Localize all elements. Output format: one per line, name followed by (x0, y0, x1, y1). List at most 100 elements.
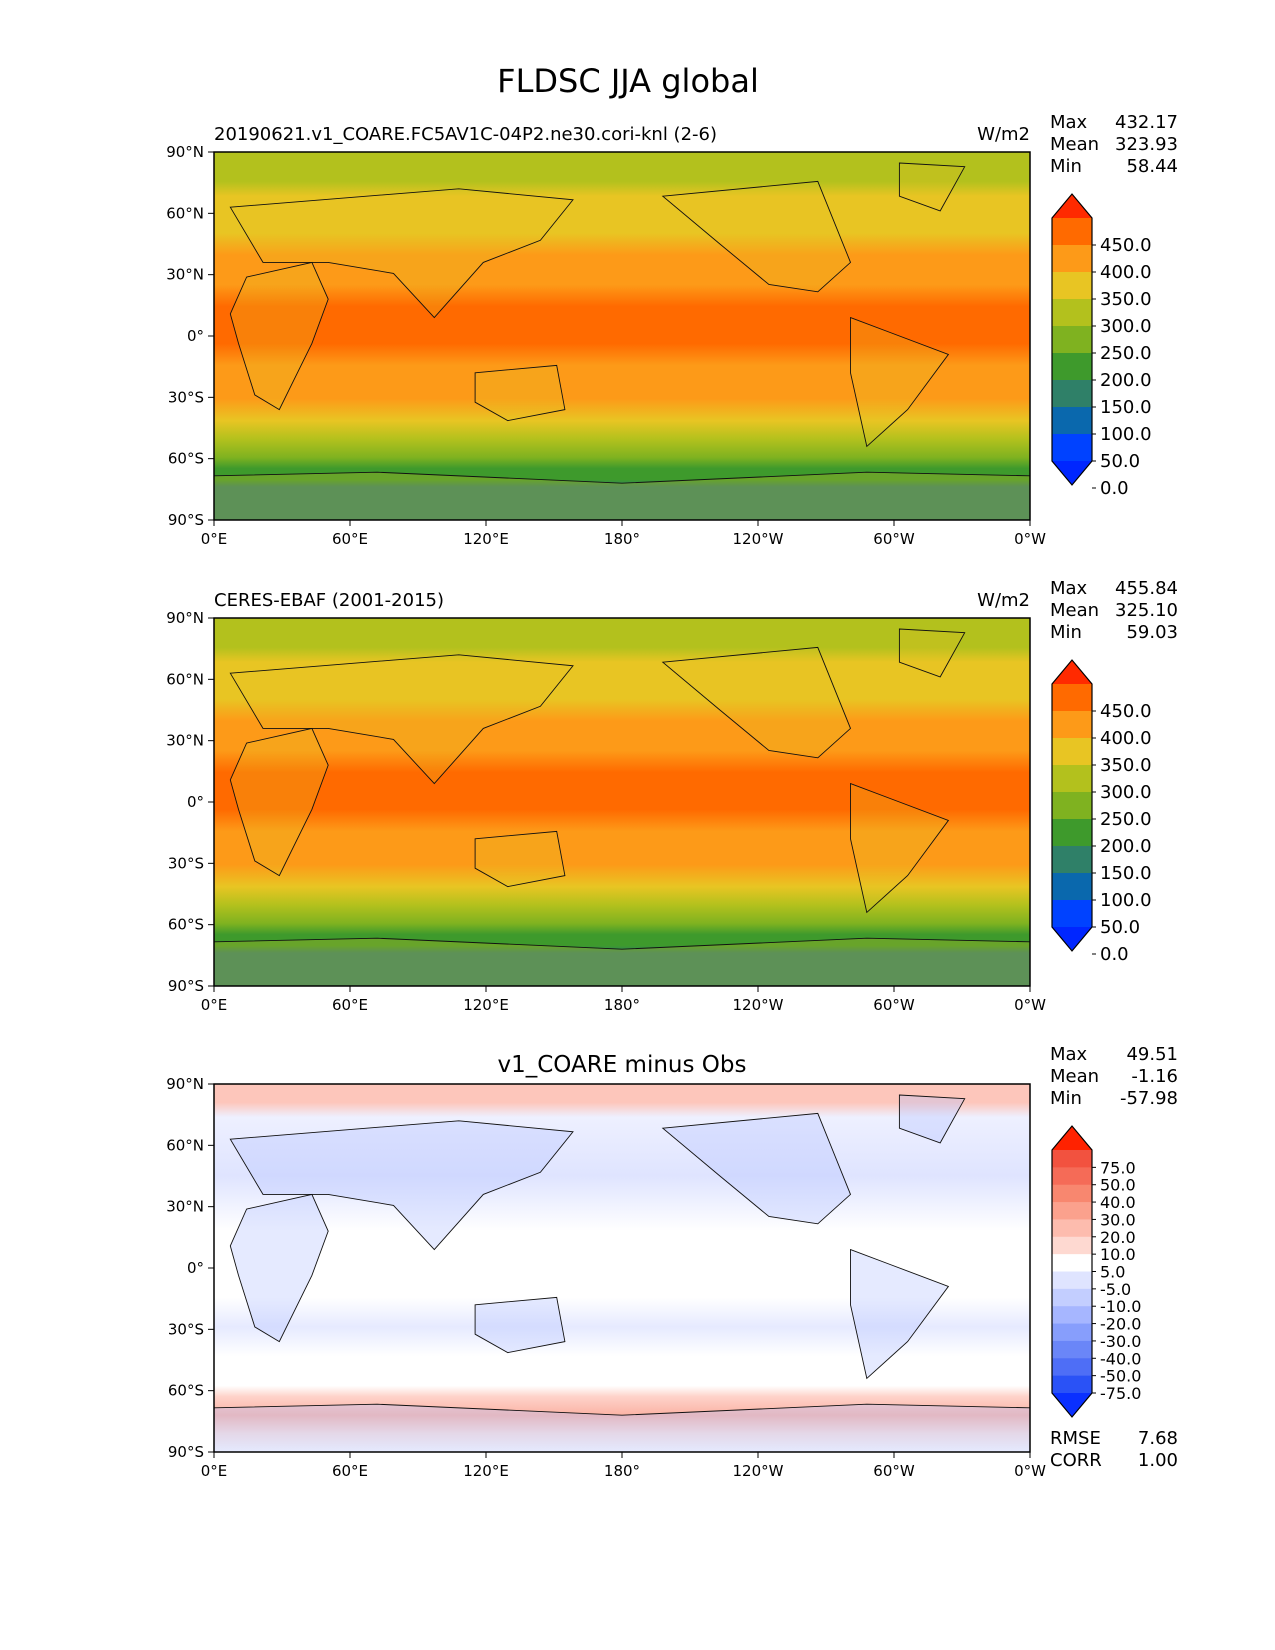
colorbar-swatch (1052, 407, 1092, 435)
colorbar-tick-label: 5.0 (1100, 1263, 1125, 1282)
x-tick-label: 60°W (873, 996, 915, 1014)
x-tick-label: 0°E (201, 1462, 228, 1480)
colorbar-swatch (1052, 1323, 1092, 1342)
x-tick-label: 0°W (1014, 530, 1046, 548)
coastline (661, 1112, 852, 1225)
x-tick-label: 120°E (463, 996, 509, 1014)
x-tick-label: 120°W (733, 1462, 784, 1480)
y-tick-label: 0° (187, 327, 204, 345)
panel-title-left: CERES-EBAF (2001-2015) (214, 590, 444, 611)
x-tick-label: 120°E (463, 1462, 509, 1480)
colorbar-tick-label: -50.0 (1100, 1367, 1141, 1386)
colorbar-swatch (1052, 1254, 1092, 1272)
stat-label: Min (1050, 156, 1082, 177)
colorbar-tick-label: 400.0 (1100, 728, 1152, 749)
colorbar-swatch (1052, 218, 1092, 246)
panel-title-left: 20190621.v1_COARE.FC5AV1C-04P2.ne30.cori… (214, 124, 717, 145)
stat-value: 58.44 (1126, 156, 1178, 177)
colorbar-tick-label: 200.0 (1100, 370, 1152, 391)
coastline (850, 1248, 950, 1380)
panel-title-center: v1_COARE minus Obs (498, 1052, 747, 1078)
y-tick-label: 30°N (166, 266, 204, 284)
coastline (474, 1296, 566, 1354)
colorbar-swatch (1052, 1150, 1092, 1168)
colorbar-extend-max (1052, 194, 1092, 218)
colorbar-swatch (1052, 765, 1092, 793)
colorbar-tick-label: 50.0 (1100, 451, 1140, 472)
colorbar-swatch (1052, 711, 1092, 739)
colorbar-tick-label: 50.0 (1100, 1176, 1136, 1195)
x-tick-label: 60°E (332, 1462, 368, 1480)
coastline (229, 654, 574, 785)
stat-label: Min (1050, 1088, 1082, 1109)
panel-units: W/m2 (977, 124, 1030, 145)
colorbar-swatch (1052, 353, 1092, 381)
y-tick-label: 60°S (168, 450, 204, 468)
colorbar-tick-label: 150.0 (1100, 397, 1152, 418)
coastline (850, 782, 950, 914)
colorbar-tick-label: -75.0 (1100, 1384, 1141, 1403)
stat-label: Max (1050, 1044, 1088, 1065)
colorbar-extend-min (1052, 461, 1092, 485)
coastline (229, 727, 329, 877)
stat-label: Mean (1050, 600, 1099, 621)
colorbar-swatch (1052, 1340, 1092, 1359)
y-tick-label: 90°N (166, 143, 204, 161)
colorbar-tick-label: 350.0 (1100, 755, 1152, 776)
colorbar-swatch (1052, 299, 1092, 327)
x-tick-label: 120°W (733, 996, 784, 1014)
colorbar-tick-label: 75.0 (1100, 1158, 1136, 1177)
coastline (661, 646, 852, 759)
map-field (214, 1084, 1030, 1452)
stat-value: 323.93 (1115, 134, 1178, 155)
stat-value: 432.17 (1115, 112, 1178, 133)
colorbar-tick-label: 400.0 (1100, 262, 1152, 283)
colorbar-swatch (1052, 1271, 1092, 1290)
colorbar-tick-label: -20.0 (1100, 1315, 1141, 1334)
map-panel-difference: 0°E 60°E 120°E 180° 120°W 60°W 0°W 90°N 60°N 30°N… (166, 1044, 1178, 1480)
colorbar-tick-label: 200.0 (1100, 836, 1152, 857)
map-field (214, 618, 1030, 986)
coastline (898, 162, 966, 212)
stat-label: Mean (1050, 134, 1099, 155)
colorbar-tick-label: 0.0 (1100, 944, 1129, 965)
stat-value: -57.98 (1120, 1088, 1178, 1109)
stat-value: 59.03 (1126, 622, 1178, 643)
colorbar-swatch (1052, 1288, 1092, 1307)
colorbar-swatch (1052, 1219, 1092, 1238)
colorbar-tick-label: 30.0 (1100, 1210, 1136, 1229)
colorbar-tick-label: 300.0 (1100, 316, 1152, 337)
stat-label: Mean (1050, 1066, 1099, 1087)
y-tick-label: 60°N (166, 1136, 204, 1154)
coastline (474, 364, 566, 422)
stat-label: Max (1050, 112, 1088, 133)
colorbar-extend-min (1052, 927, 1092, 951)
colorbar-tick-label: 250.0 (1100, 809, 1152, 830)
map-panel-reference: 0°E 60°E 120°E 180° 120°W 60°W 0°W 90°N 60°N 30°N… (166, 578, 1178, 1014)
y-tick-label: 0° (187, 1259, 204, 1277)
y-tick-label: 60°N (166, 670, 204, 688)
coastline (229, 1193, 329, 1343)
colorbar-swatch (1052, 1184, 1092, 1203)
y-tick-label: 30°N (166, 1198, 204, 1216)
colorbar: 450.0 400.0 350.0 300.0 250.0 200.0 150.0 100.0… (1051, 659, 1152, 965)
colorbar-tick-label: 350.0 (1100, 289, 1152, 310)
colorbar-extend-max (1052, 1126, 1092, 1150)
colorbar-tick-label: 100.0 (1100, 424, 1152, 445)
y-tick-label: 30°S (168, 1320, 204, 1338)
y-tick-label: 60°S (168, 916, 204, 934)
coastline (474, 830, 566, 888)
colorbar-tick-label: -10.0 (1100, 1297, 1141, 1316)
colorbar-swatch (1052, 900, 1092, 928)
metric-value: 7.68 (1138, 1428, 1178, 1449)
colorbar-tick-label: 450.0 (1100, 701, 1152, 722)
y-tick-label: 60°N (166, 204, 204, 222)
figure-title: FLDSC JJA global (497, 62, 759, 100)
x-tick-label: 0°E (201, 996, 228, 1014)
colorbar-tick-label: -5.0 (1100, 1280, 1131, 1299)
x-tick-label: 120°W (733, 530, 784, 548)
x-tick-label: 60°W (873, 530, 915, 548)
y-tick-label: 90°S (168, 511, 204, 529)
colorbar-tick-label: 0.0 (1100, 478, 1129, 499)
x-tick-label: 180° (604, 1462, 640, 1480)
